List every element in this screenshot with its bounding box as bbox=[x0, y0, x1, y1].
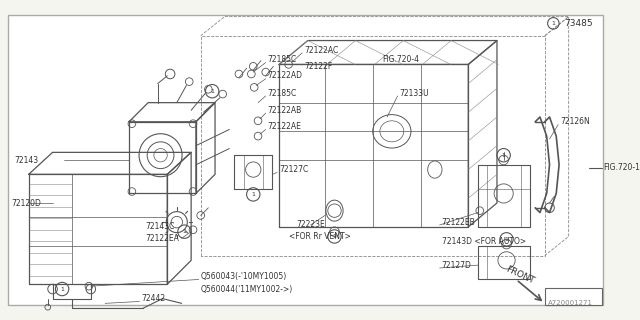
Text: 1: 1 bbox=[210, 89, 214, 94]
Text: 72143: 72143 bbox=[14, 156, 38, 164]
Bar bbox=[545, 288, 602, 305]
Text: 1: 1 bbox=[252, 192, 255, 197]
Text: <FOR Rr VENT>: <FOR Rr VENT> bbox=[289, 232, 351, 241]
Text: 72122AE: 72122AE bbox=[268, 122, 301, 131]
Text: 73485: 73485 bbox=[564, 19, 593, 28]
Text: 72127D: 72127D bbox=[442, 260, 472, 270]
Text: 1: 1 bbox=[504, 237, 508, 242]
Text: 72122AD: 72122AD bbox=[268, 71, 303, 80]
Text: 72122EA: 72122EA bbox=[145, 234, 179, 243]
Text: 72126N: 72126N bbox=[560, 117, 590, 126]
Text: A720001271: A720001271 bbox=[548, 300, 593, 306]
Text: 1: 1 bbox=[333, 234, 337, 239]
Text: 1: 1 bbox=[60, 286, 64, 292]
Text: 72133U: 72133U bbox=[399, 89, 429, 98]
Text: 72442: 72442 bbox=[141, 294, 166, 303]
Text: 1: 1 bbox=[182, 229, 186, 234]
Text: 72127C: 72127C bbox=[279, 165, 308, 174]
Text: 72120D: 72120D bbox=[12, 198, 42, 207]
Text: FIG.720-1: FIG.720-1 bbox=[603, 163, 640, 172]
Text: 72122AB: 72122AB bbox=[268, 106, 302, 115]
Text: 72185C: 72185C bbox=[268, 55, 297, 64]
Text: 72143D <FOR AUTO>: 72143D <FOR AUTO> bbox=[442, 237, 525, 246]
Text: 72122AC: 72122AC bbox=[304, 45, 338, 55]
Text: 1: 1 bbox=[552, 21, 556, 26]
Text: 72122EB: 72122EB bbox=[442, 218, 476, 227]
Text: 72185C: 72185C bbox=[268, 89, 297, 98]
Text: 72122F: 72122F bbox=[304, 62, 332, 71]
Text: Q560043(-'10MY1005): Q560043(-'10MY1005) bbox=[201, 272, 287, 281]
Text: Q560044('11MY1002->): Q560044('11MY1002->) bbox=[201, 284, 293, 293]
Text: FRONT: FRONT bbox=[504, 264, 536, 285]
Text: FIG.720-4: FIG.720-4 bbox=[382, 55, 419, 64]
Text: 1: 1 bbox=[502, 153, 506, 158]
Text: 72143C: 72143C bbox=[145, 222, 175, 231]
Text: 72223E: 72223E bbox=[296, 220, 325, 229]
